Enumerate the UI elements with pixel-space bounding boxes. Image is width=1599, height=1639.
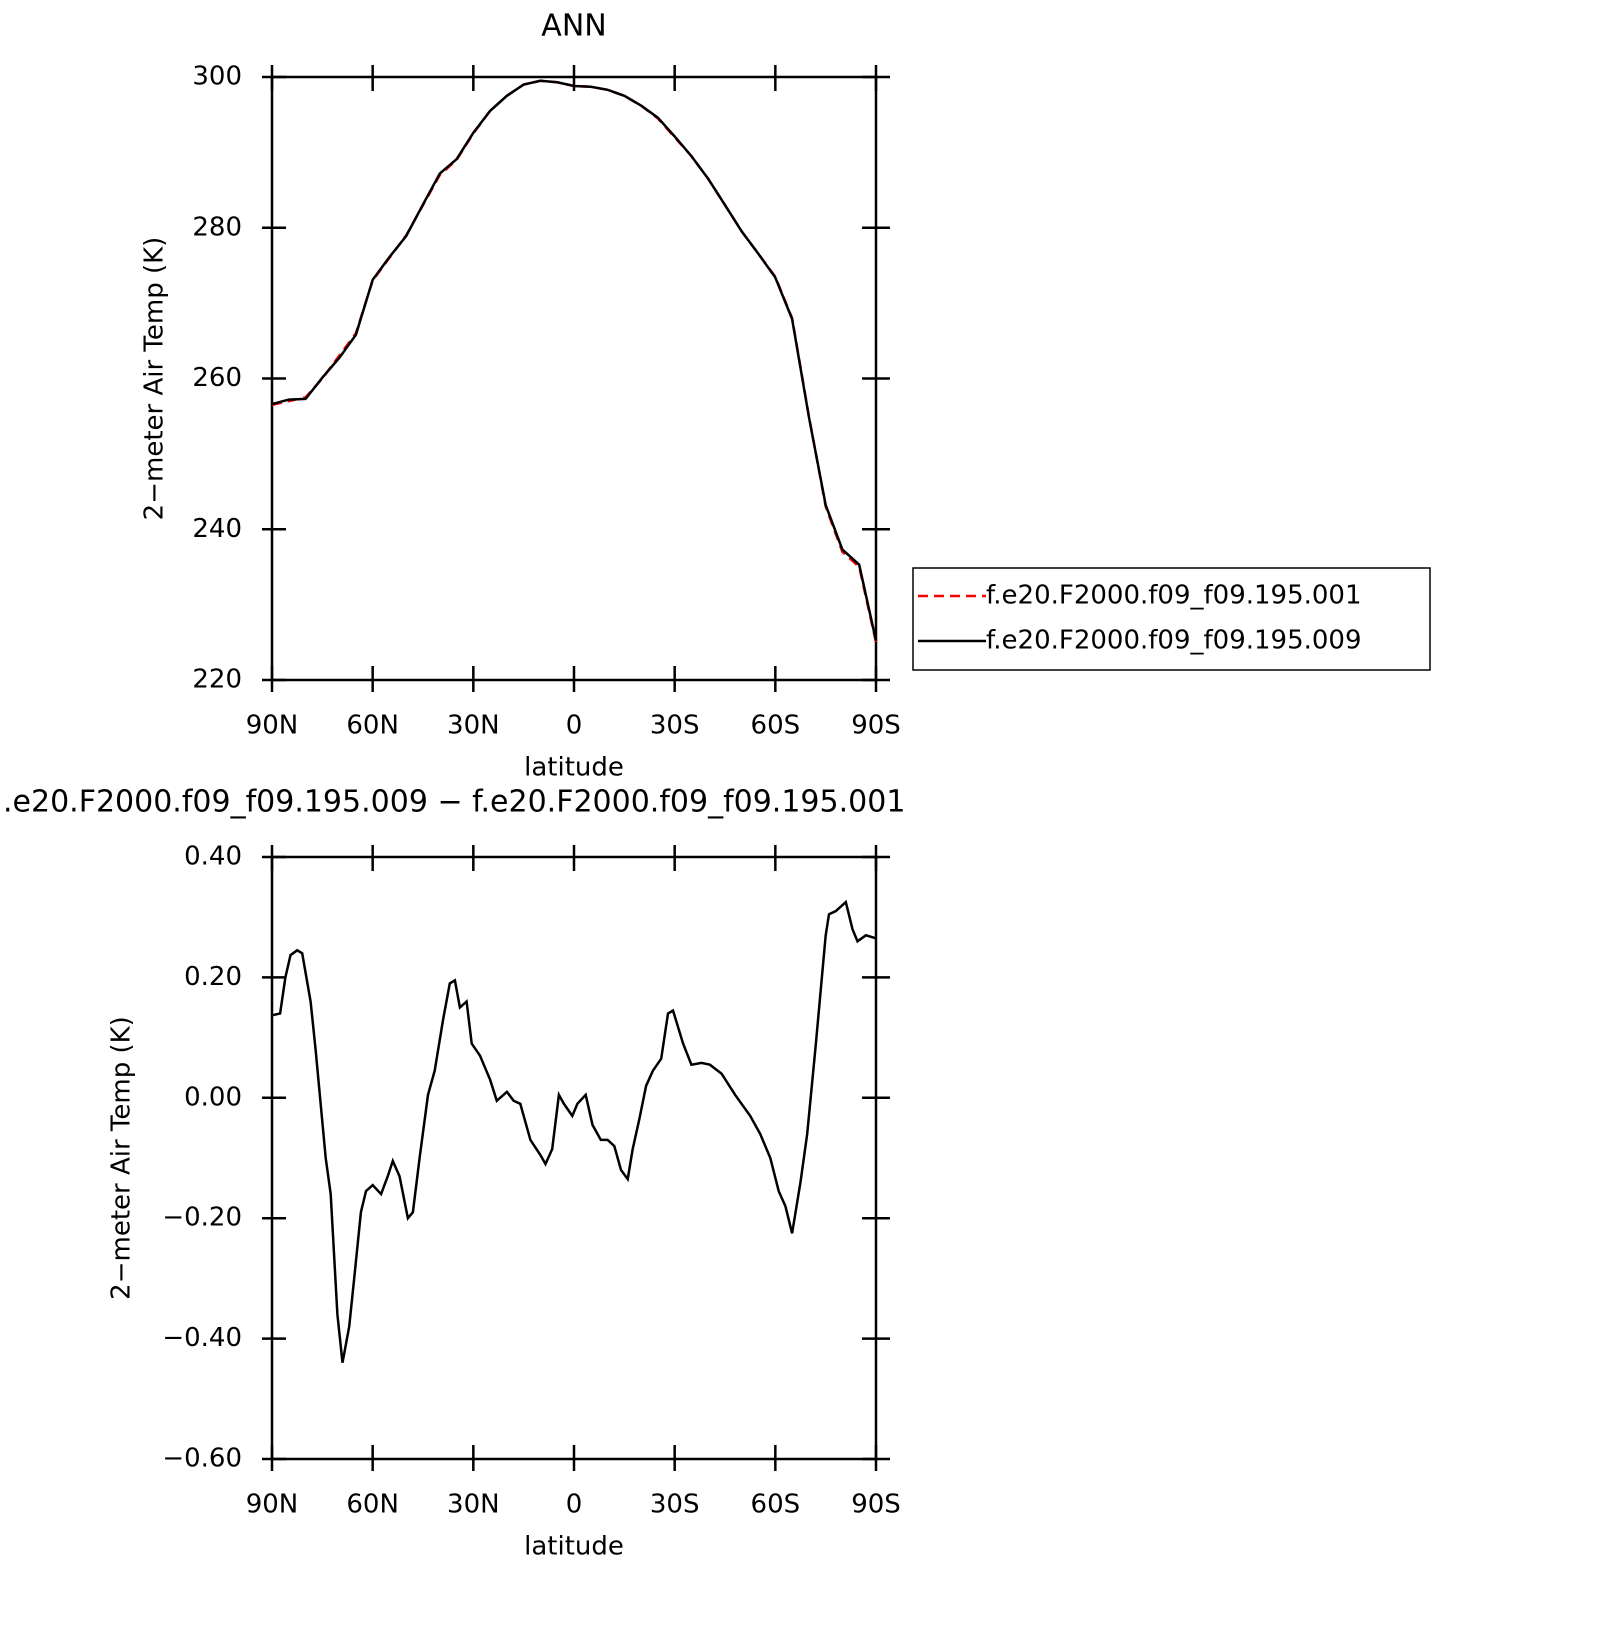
data-line — [271, 79, 878, 643]
x-tick-label: 0 — [566, 1490, 583, 1520]
x-tick-label: 60S — [751, 711, 801, 741]
y-axis-label: 2−meter Air Temp (K) — [140, 237, 170, 521]
legend-label: f.e20.F2000.f09_f09.195.009 — [986, 626, 1362, 656]
y-tick-label: 280 — [192, 212, 242, 242]
legend-box — [912, 567, 1431, 671]
y-tick-label: 260 — [192, 363, 242, 393]
x-tick-label: 60S — [751, 1490, 801, 1520]
y-tick-label: −0.20 — [162, 1203, 242, 1233]
x-tick-label: 90N — [246, 1490, 299, 1520]
x-tick-label: 90N — [246, 711, 299, 741]
y-tick-label: 220 — [192, 665, 242, 695]
y-tick-label: 0.40 — [184, 842, 242, 872]
legend-label: f.e20.F2000.f09_f09.195.001 — [986, 581, 1362, 611]
y-axis-label: 2−meter Air Temp (K) — [107, 1016, 137, 1300]
y-tick-label: 0.00 — [184, 1082, 242, 1112]
x-tick-label: 30S — [650, 711, 700, 741]
x-tick-label: 30N — [447, 711, 500, 741]
x-tick-label: 60N — [346, 711, 399, 741]
chart-title: .e20.F2000.f09_f09.195.009 − f.e20.F2000… — [3, 785, 905, 820]
plot-frame — [270, 75, 878, 682]
y-tick-label: 300 — [192, 62, 242, 92]
x-axis-label: latitude — [524, 753, 624, 783]
x-tick-label: 90S — [851, 1490, 901, 1520]
y-tick-label: −0.40 — [162, 1323, 242, 1353]
y-tick-label: 240 — [192, 514, 242, 544]
data-line — [271, 79, 878, 642]
x-tick-label: 0 — [566, 711, 583, 741]
x-tick-label: 90S — [851, 711, 901, 741]
chart-title: ANN — [541, 9, 606, 44]
y-tick-label: 0.20 — [184, 962, 242, 992]
y-tick-label: −0.60 — [162, 1444, 242, 1474]
data-line — [271, 899, 877, 1363]
x-axis-label: latitude — [524, 1532, 624, 1562]
x-tick-label: 60N — [346, 1490, 399, 1520]
x-tick-label: 30S — [650, 1490, 700, 1520]
x-tick-label: 30N — [447, 1490, 500, 1520]
plot-frame — [270, 855, 878, 1461]
